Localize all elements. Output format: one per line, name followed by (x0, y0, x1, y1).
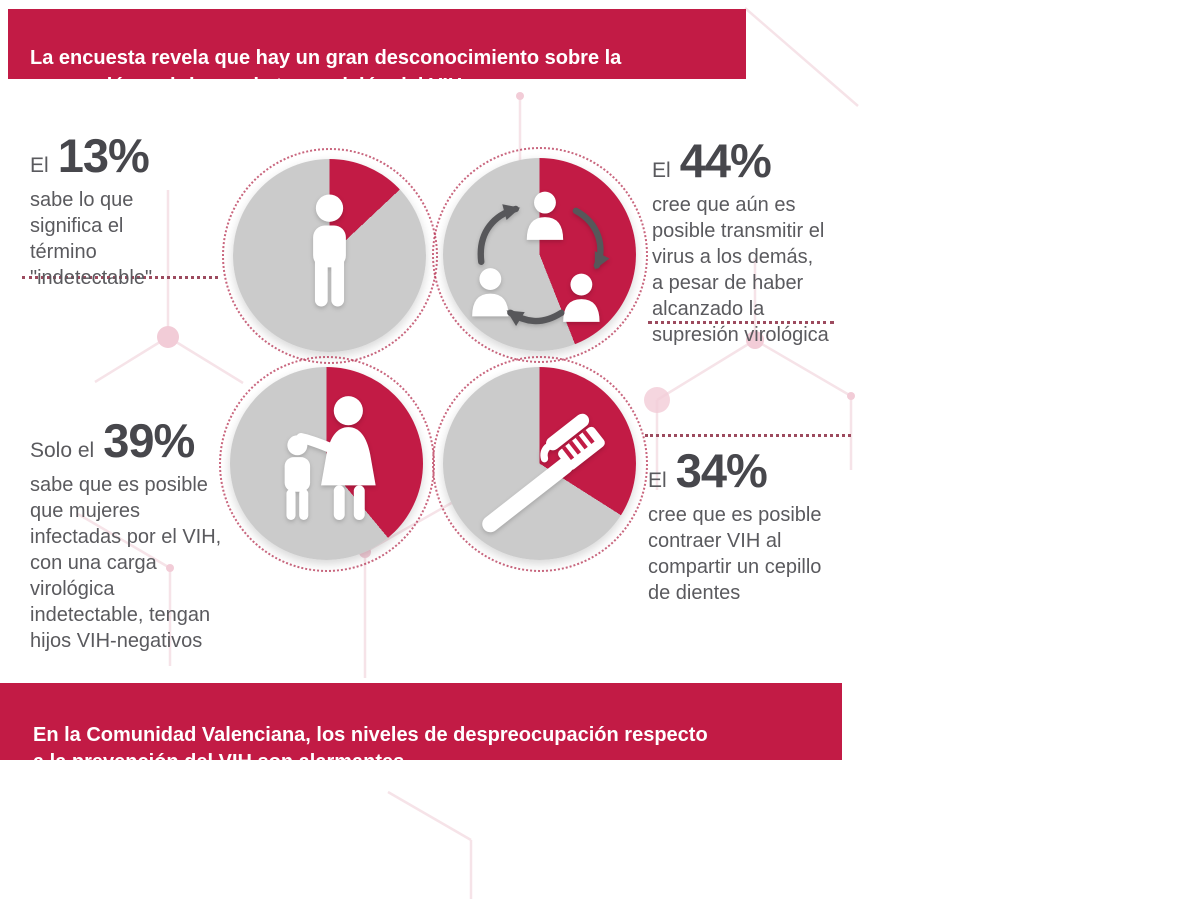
stat-description: sabe que es posible que mujeres infectad… (30, 474, 222, 652)
stat-block-44-percent: El 44% cree que aún es posible transmiti… (652, 133, 867, 348)
toothbrush-icon (482, 413, 605, 533)
stat-value: 44% (679, 134, 772, 187)
top-banner: La encuesta revela que hay un gran desco… (8, 9, 746, 97)
people-cycle-icon (472, 191, 610, 326)
stat-value: 39% (103, 414, 195, 467)
stat-heading: El 34% (648, 443, 873, 498)
dotted-ring (222, 148, 438, 364)
stat-description: cree que es posible contraer VIH al comp… (648, 504, 822, 604)
bottom-banner-text: En la Comunidad Valenciana, los niveles … (33, 724, 708, 773)
stat-prefix: El (652, 159, 671, 182)
dotted-connector (648, 321, 834, 324)
dotted-ring (219, 356, 435, 572)
stat-block-39-percent: Solo el 39% sabe que es posible que muje… (30, 413, 265, 654)
stat-description: sabe lo que significa el término "indete… (30, 189, 153, 289)
stat-prefix: Solo el (30, 439, 95, 462)
person-icon (313, 194, 346, 307)
pie-cepillo-34 (443, 367, 636, 560)
stat-description: cree que aún es posible transmitir el vi… (652, 194, 829, 346)
bottom-banner: En la Comunidad Valenciana, los niveles … (0, 683, 842, 773)
mother-child-icon (284, 396, 376, 520)
top-banner-text: La encuesta revela que hay un gran desco… (30, 47, 622, 97)
stat-heading: El 13% (30, 128, 240, 183)
stat-value: 34% (675, 444, 768, 497)
stat-heading: El 44% (652, 133, 867, 188)
dotted-ring (432, 147, 648, 363)
stat-block-13-percent: El 13% sabe lo que significa el término … (30, 128, 240, 291)
dotted-ring (432, 356, 648, 572)
dotted-connector (645, 434, 851, 437)
stat-heading: Solo el 39% (30, 413, 265, 468)
stat-prefix: El (30, 154, 49, 177)
stat-value: 13% (57, 129, 150, 182)
stat-prefix: El (648, 469, 667, 492)
dotted-connector (22, 276, 218, 279)
stat-block-34-percent: El 34% cree que es posible contraer VIH … (648, 443, 873, 606)
